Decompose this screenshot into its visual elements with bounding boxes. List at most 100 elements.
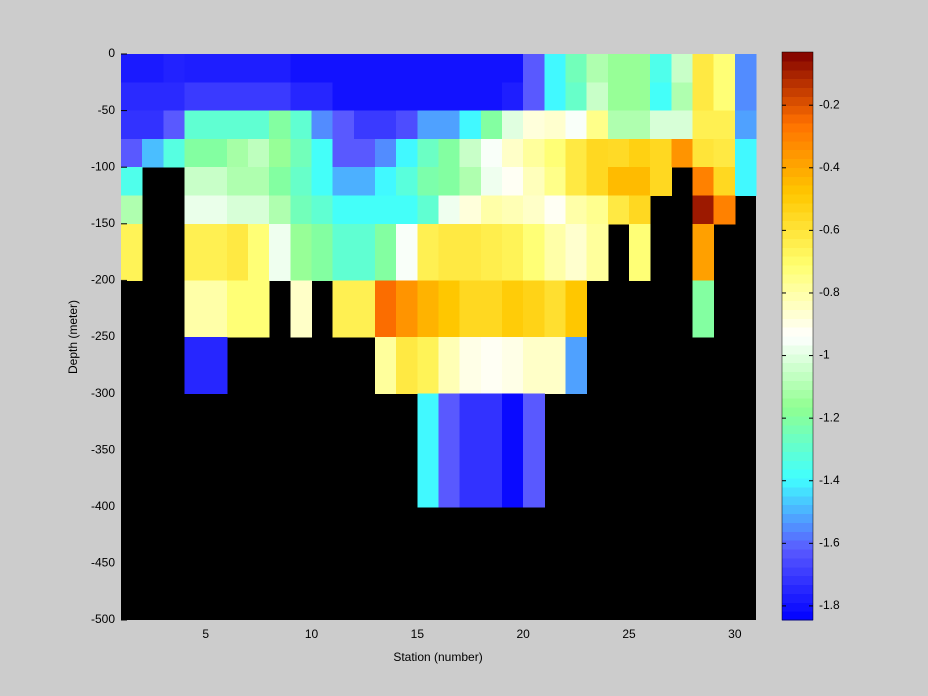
heatmap-cell bbox=[311, 138, 334, 168]
heatmap-cell bbox=[565, 110, 588, 140]
colorbar-tick-label: -1.8 bbox=[819, 598, 840, 612]
heatmap-cell bbox=[459, 110, 482, 140]
colorbar-swatch bbox=[782, 584, 813, 594]
heatmap-cell bbox=[692, 223, 715, 253]
heatmap-cell bbox=[205, 223, 228, 253]
heatmap-cell bbox=[248, 252, 270, 281]
heatmap-cell bbox=[713, 195, 736, 225]
heatmap-cell bbox=[544, 337, 566, 366]
heatmap-cell bbox=[438, 223, 461, 253]
heatmap-cell bbox=[692, 138, 715, 168]
heatmap-cell bbox=[184, 223, 207, 253]
heatmap-cell bbox=[629, 82, 651, 112]
heatmap-cell bbox=[375, 308, 397, 338]
heatmap-cell bbox=[671, 138, 693, 168]
heatmap-cell bbox=[184, 252, 207, 281]
heatmap-cell bbox=[332, 308, 355, 338]
colorbar-swatch bbox=[782, 256, 813, 266]
heatmap-cell bbox=[417, 82, 439, 112]
y-tick-label: -350 bbox=[91, 442, 115, 456]
heatmap-cell bbox=[353, 82, 376, 112]
colorbar-swatch bbox=[782, 229, 813, 239]
heatmap-cell bbox=[607, 110, 630, 140]
colorbar-frame bbox=[781, 51, 814, 621]
heatmap-cell bbox=[438, 280, 461, 310]
colorbar-swatch bbox=[782, 353, 813, 364]
colorbar-swatch bbox=[782, 158, 813, 168]
colorbar-tick-label: -0.2 bbox=[819, 97, 840, 111]
heatmap-cell bbox=[502, 223, 524, 253]
heatmap-cell bbox=[332, 195, 355, 225]
y-tick-label: 0 bbox=[108, 46, 115, 60]
heatmap-cell bbox=[671, 110, 693, 140]
heatmap-cell bbox=[523, 138, 545, 168]
heatmap-cell bbox=[353, 167, 376, 196]
heatmap-cell bbox=[269, 82, 291, 112]
heatmap-cell bbox=[417, 478, 439, 508]
heatmap-cell bbox=[502, 280, 524, 310]
heatmap-cell bbox=[586, 167, 609, 196]
heatmap-cell bbox=[375, 195, 397, 225]
colorbar-swatch bbox=[782, 220, 813, 230]
heatmap-cell bbox=[438, 252, 461, 281]
heatmap-cell bbox=[205, 195, 228, 225]
heatmap-cell bbox=[713, 138, 736, 168]
heatmap-cell bbox=[396, 252, 418, 281]
heatmap-cell bbox=[269, 110, 291, 140]
heatmap-cell bbox=[184, 308, 207, 338]
heatmap-cell bbox=[459, 450, 482, 479]
colorbar-swatch bbox=[782, 185, 813, 195]
heatmap-cell bbox=[205, 337, 228, 366]
heatmap-cell bbox=[290, 280, 312, 310]
colorbar-swatch bbox=[782, 531, 813, 541]
heatmap-cell bbox=[692, 252, 715, 281]
heatmap-cell bbox=[205, 110, 228, 140]
y-tick-label: -250 bbox=[91, 329, 115, 343]
heatmap-cell bbox=[417, 280, 439, 310]
heatmap-cell bbox=[502, 421, 524, 451]
heatmap-cell bbox=[544, 252, 566, 281]
heatmap-cell bbox=[480, 450, 503, 479]
heatmap-cell bbox=[629, 252, 651, 281]
heatmap-cell bbox=[650, 167, 672, 196]
colorbar-swatch bbox=[782, 398, 813, 408]
heatmap-cell bbox=[586, 54, 609, 83]
heatmap-cell bbox=[311, 252, 334, 281]
heatmap-cell bbox=[184, 110, 207, 140]
y-tick-label: -300 bbox=[91, 386, 115, 400]
heatmap-cell bbox=[544, 365, 566, 395]
colorbar-swatch bbox=[782, 504, 813, 514]
colorbar-swatch bbox=[782, 273, 813, 284]
colorbar-swatch bbox=[782, 344, 813, 355]
heatmap-cell bbox=[375, 280, 397, 310]
heatmap-cell bbox=[311, 110, 334, 140]
heatmap-cell bbox=[375, 54, 397, 83]
heatmap-cell bbox=[353, 195, 376, 225]
heatmap-cell bbox=[480, 138, 503, 168]
heatmap-cell bbox=[523, 223, 545, 253]
heatmap-cell bbox=[226, 223, 249, 253]
heatmap-cell bbox=[502, 138, 524, 168]
heatmap-cell bbox=[142, 54, 164, 83]
heatmap-cell bbox=[480, 308, 503, 338]
colorbar-swatch bbox=[782, 451, 813, 461]
heatmap-cell bbox=[438, 478, 461, 508]
heatmap-cell bbox=[607, 195, 630, 225]
colorbar-swatch bbox=[782, 575, 813, 585]
heatmap-cell bbox=[375, 223, 397, 253]
heatmap-cell bbox=[713, 167, 736, 196]
heatmap-cell bbox=[734, 110, 757, 140]
heatmap-cells bbox=[121, 54, 757, 508]
heatmap-cell bbox=[184, 82, 207, 112]
colorbar-swatch bbox=[782, 238, 813, 248]
heatmap-cell bbox=[565, 280, 588, 310]
heatmap-cell bbox=[438, 365, 461, 395]
heatmap-cell bbox=[692, 82, 715, 112]
heatmap-cell bbox=[205, 365, 228, 395]
heatmap-cell bbox=[438, 138, 461, 168]
heatmap-cell bbox=[417, 223, 439, 253]
heatmap-cell bbox=[269, 138, 291, 168]
heatmap-cell bbox=[650, 110, 672, 140]
colorbar-swatch bbox=[782, 549, 813, 559]
colorbar-tick-label: -1.4 bbox=[819, 473, 840, 487]
